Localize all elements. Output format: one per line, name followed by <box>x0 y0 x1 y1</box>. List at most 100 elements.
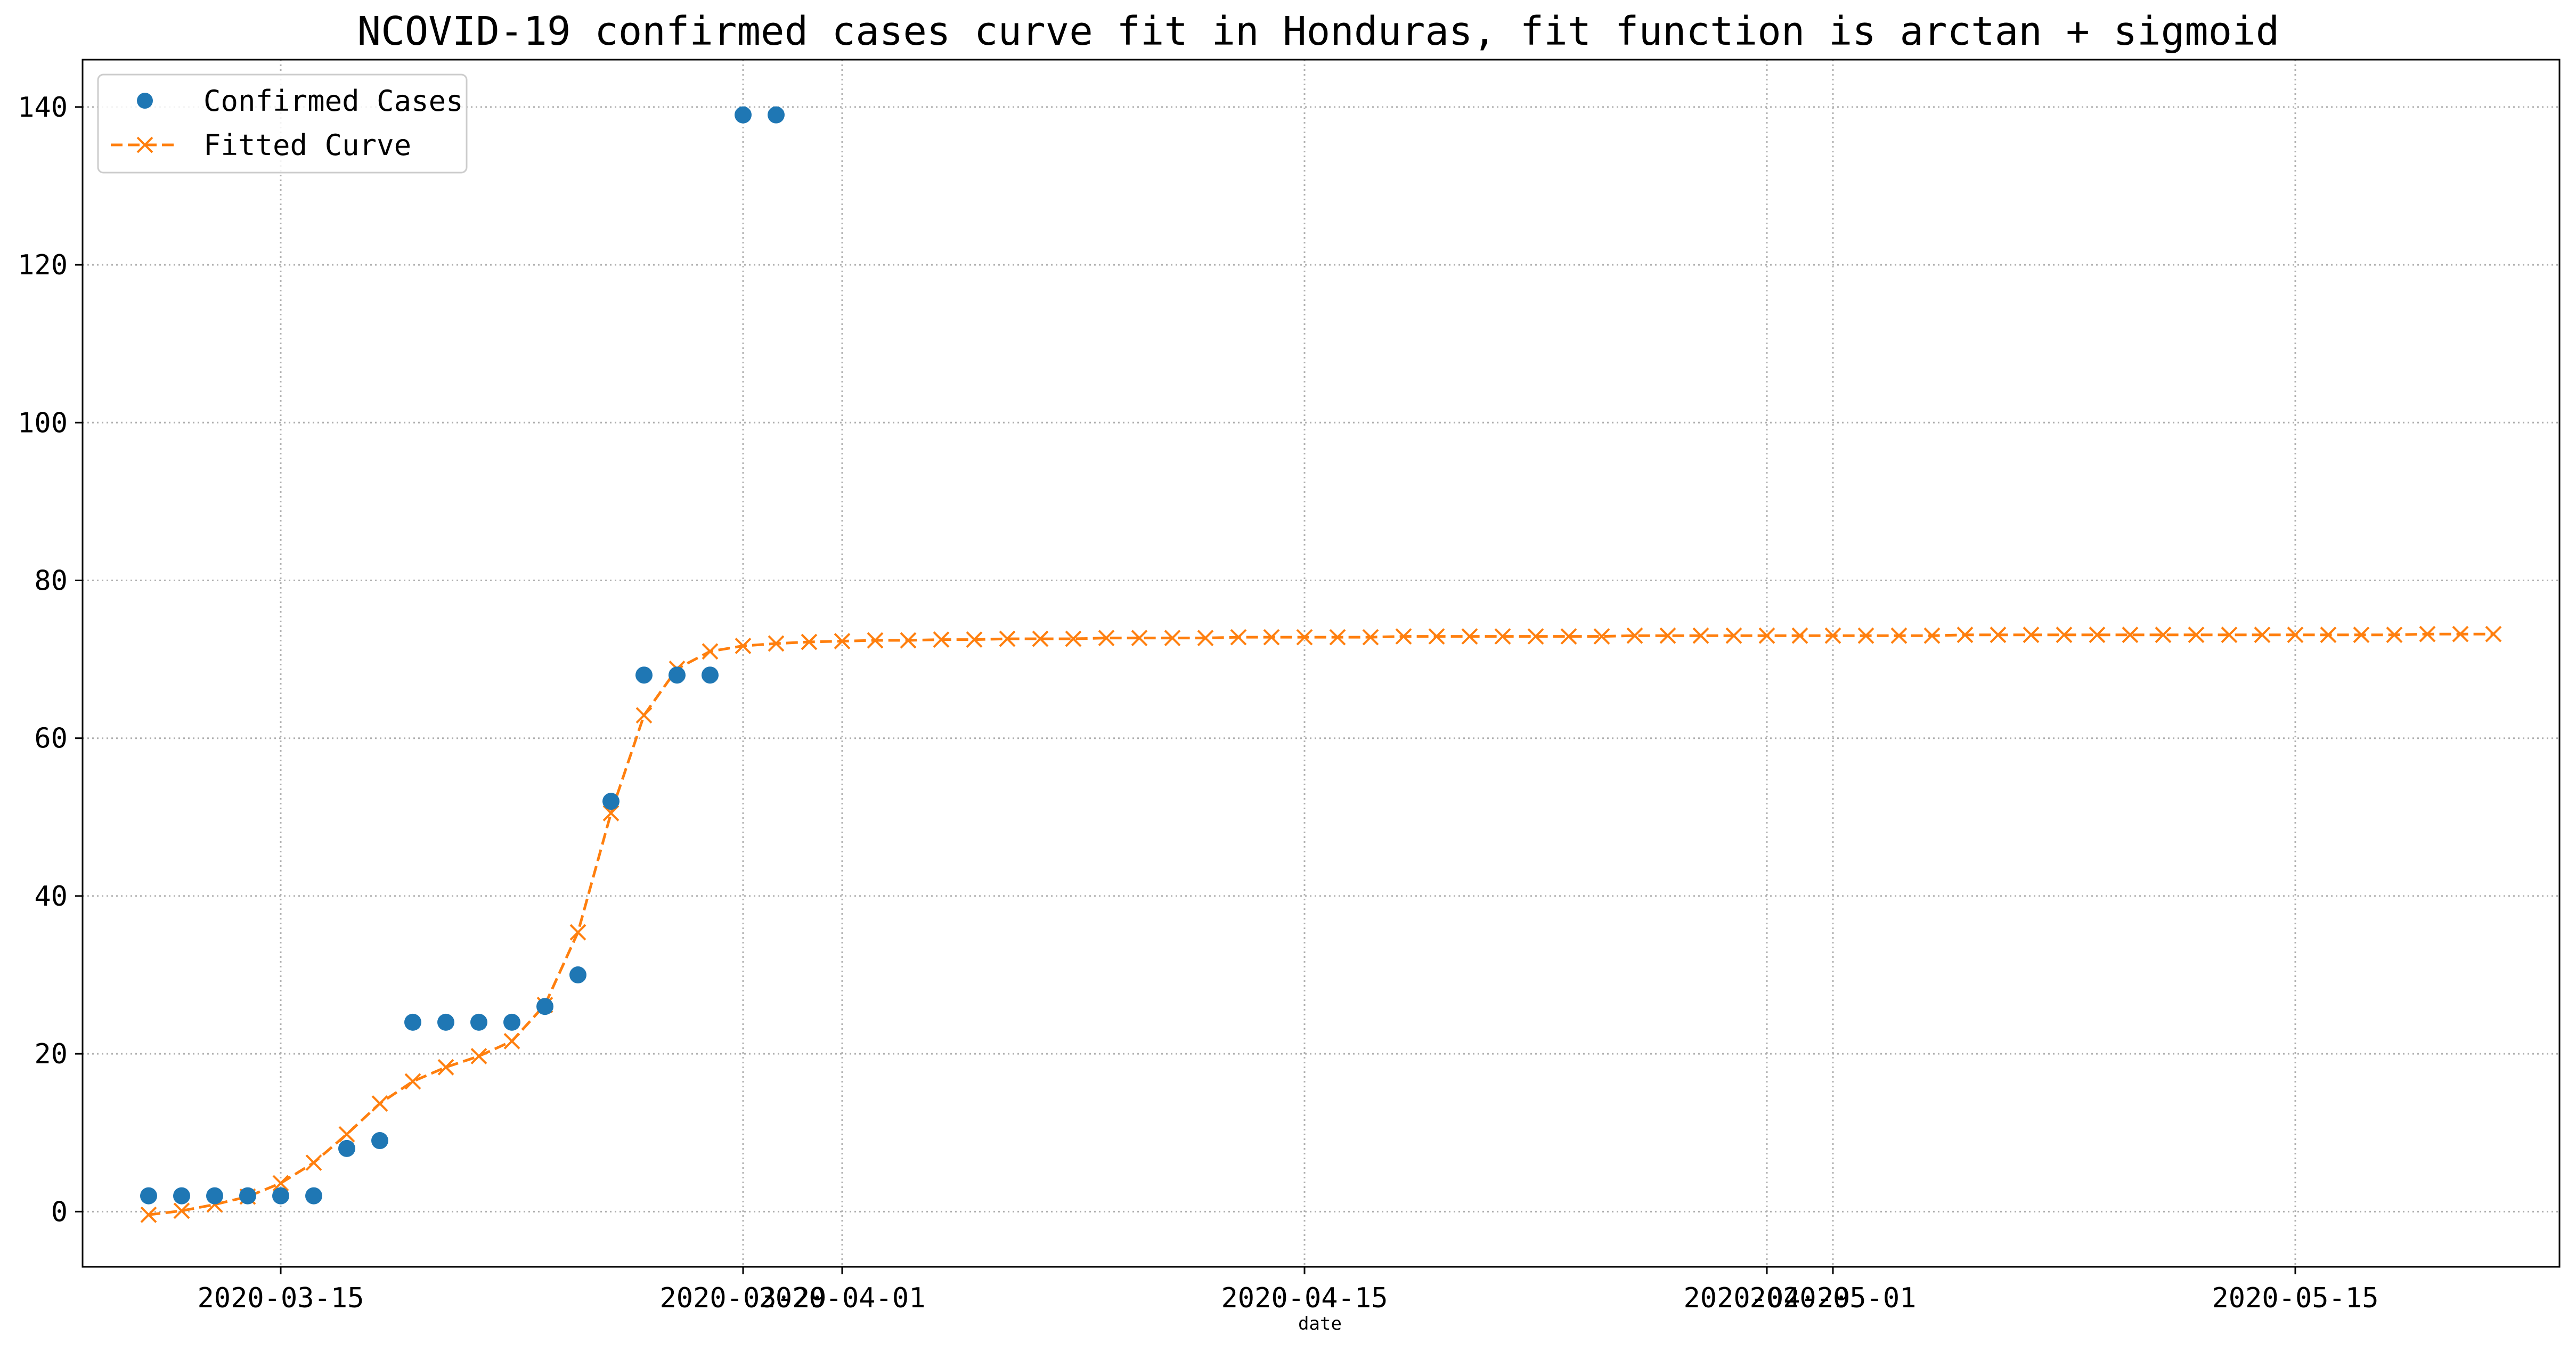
fitted-curve-marker <box>635 707 653 724</box>
fitted-curve-marker <box>1923 627 1941 644</box>
confirmed-case-point <box>272 1187 289 1204</box>
fitted-curve-marker <box>2089 626 2106 644</box>
fitted-curve-marker <box>735 638 752 654</box>
confirmed-case-point <box>536 998 553 1015</box>
fitted-curve-marker <box>1296 629 1313 646</box>
fitted-curve-marker <box>999 630 1016 647</box>
confirmed-case-point <box>206 1187 223 1204</box>
fitted-curve-marker <box>371 1095 388 1112</box>
confirmed-case-point <box>173 1187 190 1204</box>
fitted-curve-marker <box>1560 628 1577 645</box>
fitted-curve-marker <box>2485 625 2502 642</box>
grid-lines <box>83 60 2559 1267</box>
confirmed-case-point <box>602 793 619 810</box>
fitted-curve-marker <box>569 924 586 941</box>
fitted-curve-marker <box>1957 626 1974 644</box>
fitted-curve-marker <box>1428 628 1445 645</box>
fitted-curve-marker <box>470 1048 487 1064</box>
x-tick-label: 2020-05-15 <box>2212 1282 2378 1314</box>
fitted-curve-marker <box>2188 626 2205 644</box>
fitted-curve-marker <box>1791 627 1808 644</box>
confirmed-case-point <box>338 1140 355 1157</box>
fitted-curve-marker <box>702 643 719 660</box>
fitted-curve-marker <box>1725 627 1742 644</box>
fitted-curve-marker <box>1824 627 1841 644</box>
confirmed-case-point <box>371 1132 388 1150</box>
fitted-curve-marker <box>272 1175 289 1192</box>
fitted-curve-marker <box>1362 629 1379 646</box>
confirmed-case-point <box>437 1013 454 1031</box>
fitted-curve-marker <box>1527 628 1544 645</box>
y-tick-label: 140 <box>18 92 68 124</box>
fitted-curve-marker <box>1329 629 1346 646</box>
fitted-curve-marker <box>1626 627 1643 644</box>
fitted-curve-marker <box>1131 630 1148 647</box>
fitted-curve-marker <box>1164 630 1181 647</box>
fitted-curve-marker <box>2386 626 2403 644</box>
legend: Confirmed Cases Fitted Curve <box>97 74 468 174</box>
fitted-curve-marker <box>173 1202 190 1219</box>
legend-label-fitted-curve: Fitted Curve <box>203 128 411 162</box>
x-tick-label: 2020-04-15 <box>1221 1282 1388 1314</box>
legend-box <box>97 74 468 174</box>
y-tick-label: 20 <box>34 1038 68 1070</box>
fitted-curve-marker <box>305 1154 322 1171</box>
fitted-curve-marker <box>1197 630 1214 647</box>
fitted-curve-marker <box>867 632 884 649</box>
fitted-curve-marker <box>437 1059 454 1076</box>
fitted-curve-marker <box>834 633 851 649</box>
fitted-curve-marker <box>2452 625 2469 642</box>
confirmed-case-point <box>735 106 752 124</box>
confirmed-case-point <box>503 1013 520 1031</box>
legend-label-confirmed-cases: Confirmed Cases <box>203 84 463 118</box>
fitted-curve-marker <box>503 1033 520 1049</box>
fitted-curve-marker <box>1890 627 1907 644</box>
fitted-curve-marker <box>140 1206 157 1223</box>
fitted-curve-marker <box>1990 626 2007 644</box>
confirmed-case-point <box>470 1013 487 1031</box>
plot-area-frame <box>81 59 2561 1268</box>
confirmed-case-point <box>239 1187 256 1204</box>
y-tick-label: 80 <box>34 565 68 597</box>
fitted-curve-marker <box>1659 627 1676 644</box>
x-axis-label: date <box>1298 1313 1342 1334</box>
fitted-curve-marker <box>1692 627 1709 644</box>
fitted-curve-marker <box>404 1073 421 1090</box>
fitted-curve-marker <box>1494 628 1511 645</box>
fitted-curve-marker <box>1593 628 1610 645</box>
fitted-curve-marker <box>2320 626 2337 644</box>
confirmed-case-point <box>404 1013 421 1031</box>
x-tick-label: 2020-03-15 <box>197 1282 364 1314</box>
confirmed-case-point <box>140 1187 157 1204</box>
fitted-curve-marker <box>1098 630 1115 647</box>
confirmed-case-point <box>669 666 686 684</box>
fitted-curve-marker <box>2056 626 2073 644</box>
confirmed-case-point <box>702 666 719 684</box>
fitted-curve-marker <box>966 631 983 648</box>
confirmed-case-point <box>569 966 586 984</box>
confirmed-case-point <box>768 106 785 124</box>
y-axis-ticks: 0 20 40 60 80 100 120 140 <box>18 92 83 1228</box>
confirmed-case-point <box>635 666 653 684</box>
x-tick-label: 2020-03-29 <box>659 1282 826 1314</box>
fitted-curve-marker <box>801 633 818 650</box>
y-tick-label: 100 <box>18 407 68 439</box>
fitted-curve-marker <box>1461 628 1478 645</box>
fitted-curve-marker <box>1065 630 1082 647</box>
x-tick-label: 2020-05-01 <box>1749 1282 1916 1314</box>
legend-marker-confirmed-cases <box>137 93 153 109</box>
confirmed-case-point <box>305 1187 322 1204</box>
fitted-curve-marker <box>1857 627 1874 644</box>
y-tick-label: 120 <box>18 249 68 281</box>
legend-x-marker <box>136 136 153 153</box>
x-tick-label: 2020-04-29 <box>1683 1282 1850 1314</box>
confirmed-cases-points <box>140 106 785 1204</box>
y-tick-label: 0 <box>51 1196 68 1228</box>
y-tick-label: 60 <box>34 723 68 755</box>
fitted-curve-marker <box>2155 626 2172 644</box>
fitted-curve-marker <box>1263 629 1280 646</box>
fitted-curve-marker <box>2254 626 2271 644</box>
